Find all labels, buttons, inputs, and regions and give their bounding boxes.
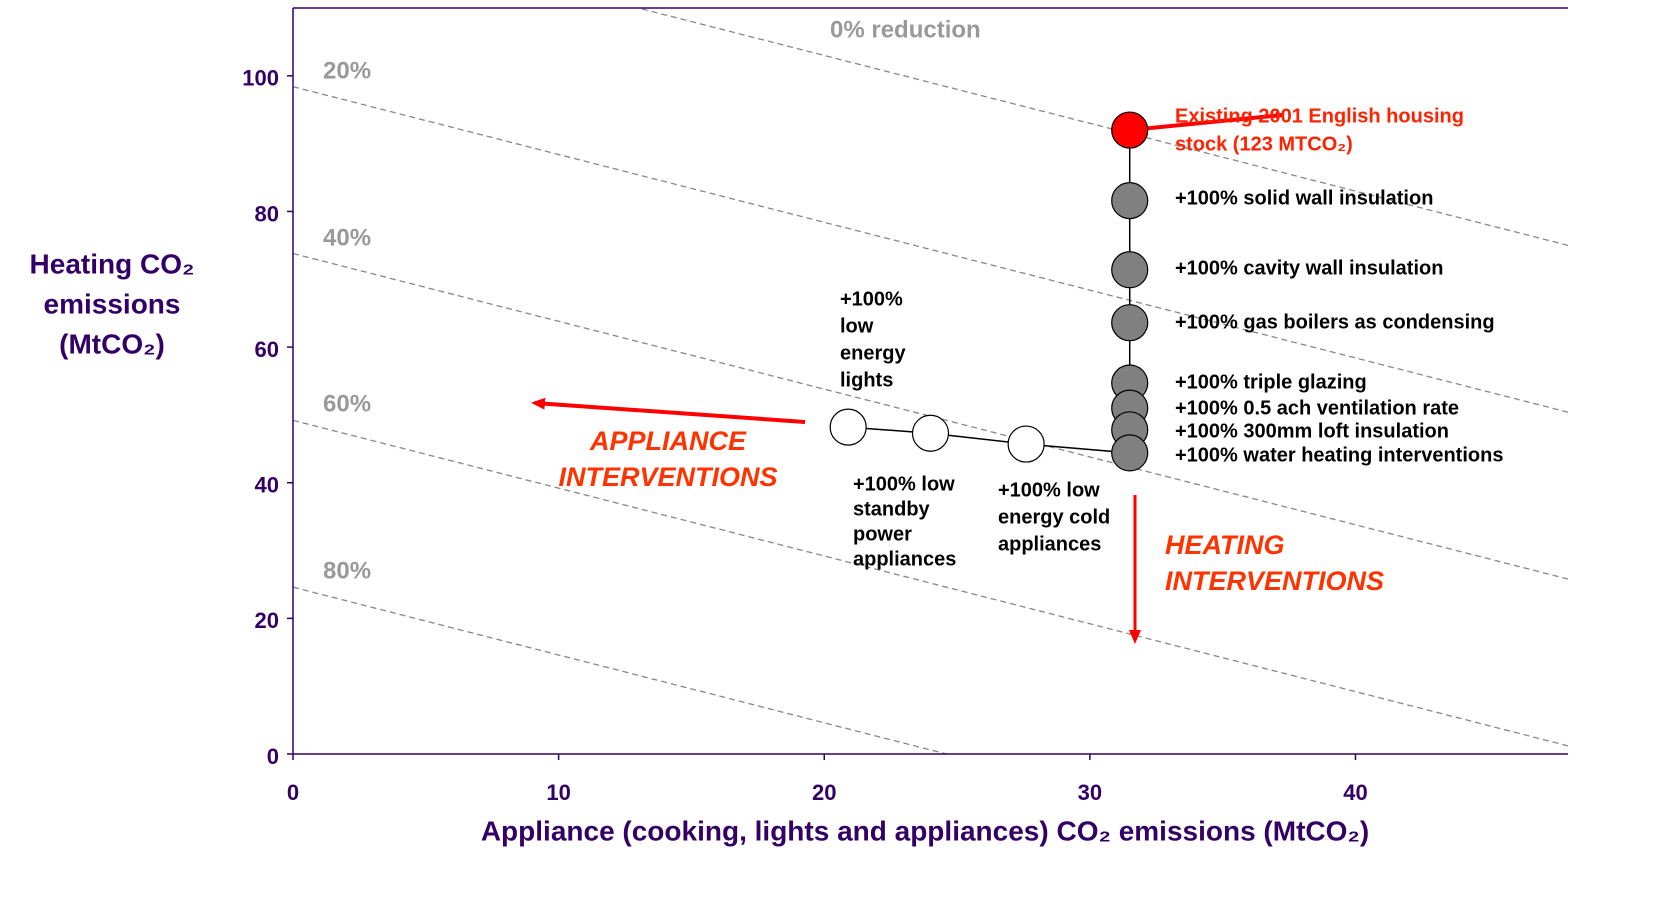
y-axis-title: (MtCO₂) xyxy=(59,328,165,359)
point-label: +100% triple glazing xyxy=(1175,371,1367,393)
point-label: +100% 300mm loft insulation xyxy=(1175,420,1449,442)
reduction-label: 60% xyxy=(323,390,371,417)
point-label: energy xyxy=(840,342,906,364)
x-tick-label: 20 xyxy=(812,780,836,805)
point-label: +100% solid wall insulation xyxy=(1175,187,1433,209)
point-label: appliances xyxy=(853,548,956,570)
y-axis-title: emissions xyxy=(44,288,181,319)
point-label: +100% xyxy=(840,288,903,310)
plot: 0% reduction 20% 40% 60% 80% xyxy=(293,8,1568,754)
x-tick-label: 30 xyxy=(1078,780,1102,805)
point xyxy=(829,408,867,446)
annotation: HEATING xyxy=(1165,530,1285,560)
point xyxy=(1111,111,1149,149)
reduction-label: 20% xyxy=(323,57,371,84)
point xyxy=(1007,425,1045,463)
y-axis-title: Heating CO₂ xyxy=(30,248,195,279)
point-label: low xyxy=(840,315,874,337)
point-label: appliances xyxy=(998,533,1101,555)
annotation: APPLIANCE xyxy=(589,426,747,456)
point-label: Existing 2001 English housing xyxy=(1175,105,1464,127)
point xyxy=(1111,251,1149,289)
point-label: +100% cavity wall insulation xyxy=(1175,257,1443,279)
reduction-line xyxy=(293,86,1568,413)
appliance-arrow xyxy=(531,397,806,424)
y-tick-label: 100 xyxy=(242,66,279,91)
existing-arrow xyxy=(1129,111,1284,133)
point-label: +100% low xyxy=(853,473,955,495)
y-tick-label: 80 xyxy=(255,201,279,226)
x-tick-label: 10 xyxy=(546,780,570,805)
point xyxy=(911,414,950,452)
point-label: energy cold xyxy=(998,506,1110,528)
annotation: INTERVENTIONS xyxy=(1165,566,1384,596)
point-label: +100% low xyxy=(998,479,1100,501)
y-tick-label: 0 xyxy=(267,744,279,769)
reduction-label: 80% xyxy=(323,557,371,584)
point xyxy=(1111,304,1149,342)
point-label: power xyxy=(853,523,912,545)
point-label: +100% water heating interventions xyxy=(1175,444,1503,466)
point-label: +100% 0.5 ach ventilation rate xyxy=(1175,397,1459,419)
point xyxy=(1111,434,1149,472)
reduction-label: 40% xyxy=(323,224,371,251)
point xyxy=(1111,182,1149,220)
reduction-line xyxy=(293,586,950,754)
y-tick-label: 60 xyxy=(255,337,279,362)
point-label: standby xyxy=(853,498,931,520)
x-tick-label: 0 xyxy=(287,780,299,805)
x-tick-label: 40 xyxy=(1343,780,1367,805)
point-label: stock (123 MTCO₂) xyxy=(1175,133,1353,155)
annotation: INTERVENTIONS xyxy=(558,462,777,492)
reduction-label: 0% reduction xyxy=(830,16,981,43)
y-tick-label: 20 xyxy=(255,608,279,633)
point-label: +100% gas boilers as condensing xyxy=(1175,311,1495,333)
y-tick-label: 40 xyxy=(255,473,279,498)
x-axis-title: Appliance (cooking, lights and appliance… xyxy=(481,815,1369,846)
point-label: lights xyxy=(840,369,893,391)
